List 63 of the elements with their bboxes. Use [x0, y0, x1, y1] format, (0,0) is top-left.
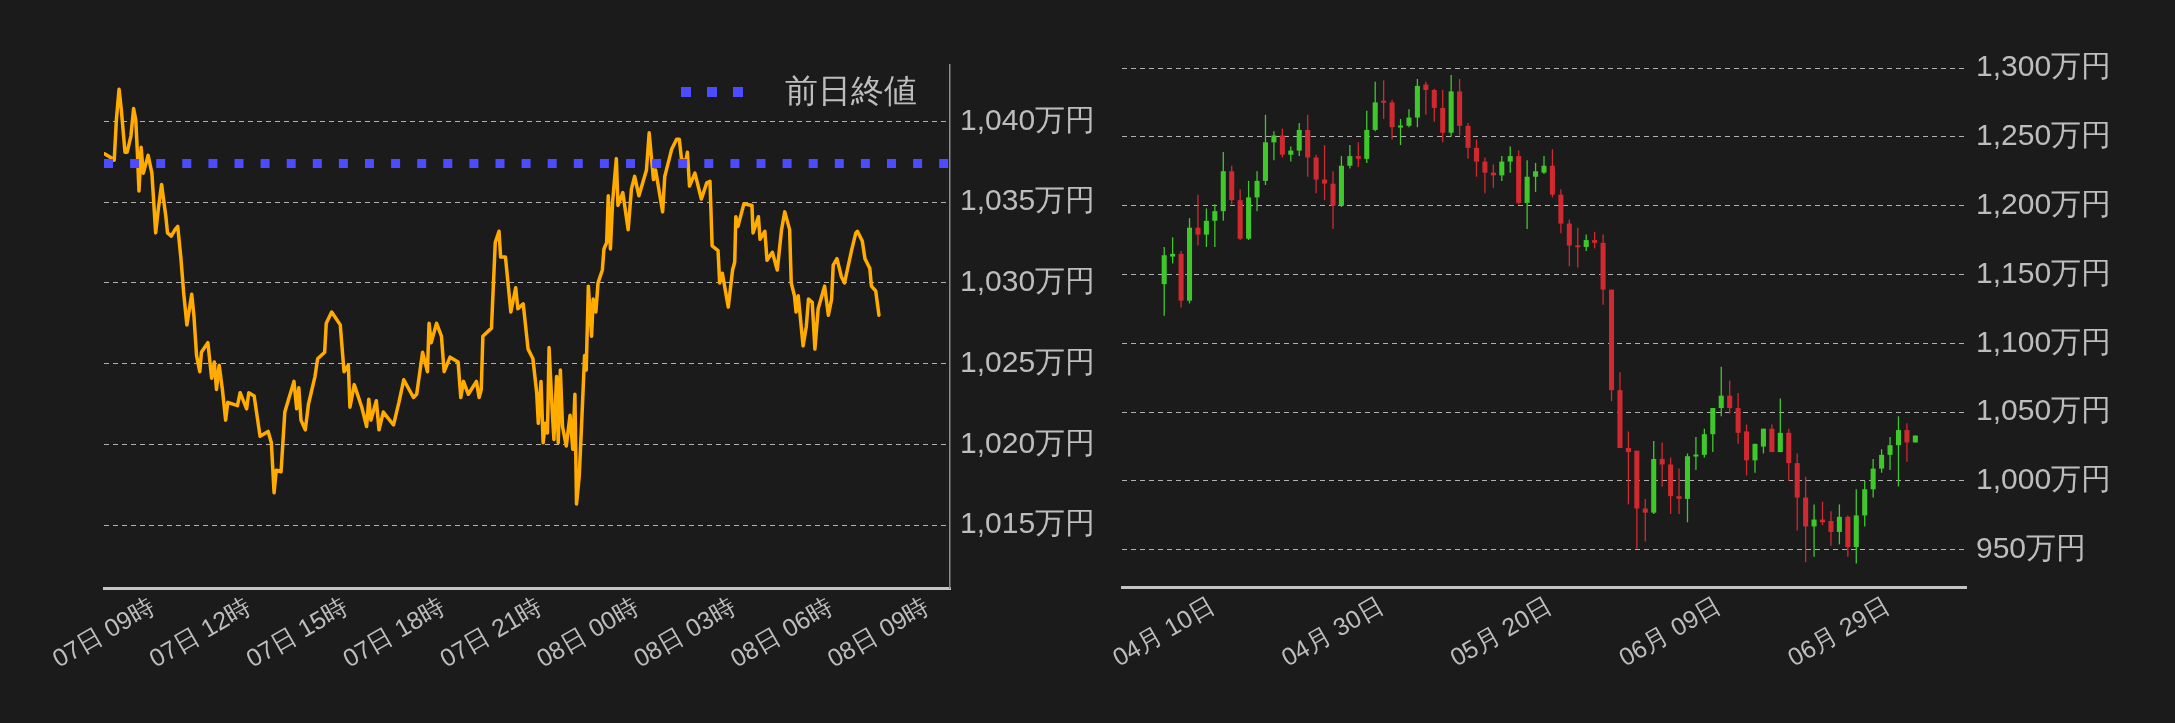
y-tick-label: 1,030万円 [960, 264, 1096, 298]
y-tick-label: 1,050万円 [1976, 393, 2112, 427]
y-tick-label: 1,250万円 [1976, 118, 2112, 152]
x-tick-label: 05月 20日 [1445, 590, 1557, 672]
y-tick-label: 1,040万円 [960, 102, 1096, 136]
candlestick [1482, 156, 1488, 194]
candlestick [1870, 458, 1876, 499]
y-tick-label: 1,025万円 [960, 344, 1096, 378]
candlestick [1676, 467, 1682, 515]
candlestick [1828, 510, 1834, 547]
y-tick-label: 1,020万円 [960, 425, 1096, 459]
legend-label: 前日終値 [785, 72, 917, 110]
candlestick [1541, 155, 1547, 175]
x-tick-label: 04月 30日 [1276, 590, 1388, 672]
y-tick-label: 1,000万円 [1976, 462, 2112, 496]
candlestick [1727, 379, 1733, 415]
candlestick [1566, 218, 1572, 267]
y-tick-label: 1,150万円 [1976, 255, 2112, 289]
candlestick [1777, 397, 1783, 453]
candlestick [1533, 162, 1539, 193]
y-tick-label: 1,015万円 [960, 506, 1096, 540]
x-tick-label: 06月 29日 [1782, 590, 1895, 672]
candlestick [1625, 430, 1631, 506]
candlestick [1381, 79, 1387, 120]
y-tick-label: 1,300万円 [1976, 49, 2112, 83]
candlestick [1330, 170, 1336, 230]
candlestick [1296, 122, 1302, 157]
candlestick [1279, 127, 1285, 159]
x-tick-label: 04月 10日 [1107, 590, 1219, 672]
candlestick [1170, 236, 1176, 265]
y-tick-label: 1,035万円 [960, 183, 1096, 217]
x-tick-label: 06月 09日 [1613, 590, 1726, 672]
candlestick [1322, 144, 1328, 201]
y-tick-label: 1,100万円 [1976, 324, 2112, 358]
y-tick-label: 1,200万円 [1976, 186, 2112, 220]
candlestick [1397, 118, 1404, 146]
candlestick [1507, 145, 1513, 174]
candlestick [1575, 227, 1581, 269]
candlestick [1642, 498, 1648, 543]
candlestick [1701, 428, 1707, 459]
candlestick [1836, 503, 1842, 545]
candlestick [1313, 154, 1319, 194]
candlestick [1499, 155, 1505, 182]
candlestick [1879, 448, 1885, 474]
candlestick [1895, 415, 1902, 488]
candlestick [1904, 422, 1910, 463]
candlestick [1769, 423, 1775, 453]
candlestick [1465, 122, 1471, 160]
candlestick [1271, 130, 1277, 161]
candlestick [1347, 144, 1353, 170]
candlestick [1760, 428, 1766, 455]
candlestick [1718, 366, 1724, 417]
candlestick [1752, 443, 1758, 474]
y-tick-label: 950万円 [1976, 531, 2087, 565]
candlestick [1203, 207, 1209, 248]
candlestick [1431, 88, 1437, 123]
candlestick [1195, 194, 1201, 247]
candlestick [1212, 203, 1218, 248]
candlestick [1355, 141, 1361, 168]
candlestick [1887, 436, 1893, 471]
candlestick [1473, 138, 1480, 178]
candlestick [1254, 170, 1260, 212]
candlestick [1693, 436, 1699, 471]
